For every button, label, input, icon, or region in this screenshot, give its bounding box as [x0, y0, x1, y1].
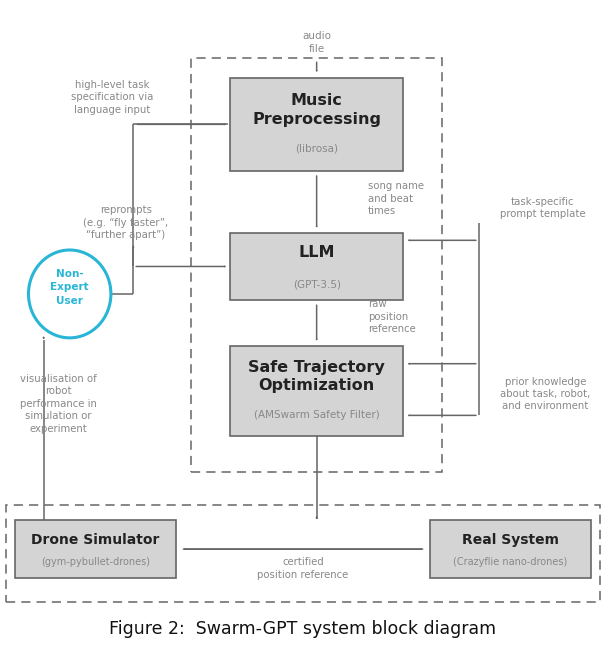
Bar — [430, 520, 591, 578]
Text: song name
and beat
times: song name and beat times — [368, 182, 424, 216]
Bar — [6, 505, 600, 602]
Bar — [230, 78, 403, 171]
Text: Safe Trajectory
Optimization: Safe Trajectory Optimization — [248, 360, 385, 393]
Text: Music
Preprocessing: Music Preprocessing — [252, 93, 381, 127]
Text: (Crazyflie nano-drones): (Crazyflie nano-drones) — [453, 557, 568, 567]
Bar — [15, 520, 176, 578]
Text: Real System: Real System — [462, 533, 559, 547]
Text: audio
file: audio file — [302, 32, 331, 54]
Text: task-specific
prompt template: task-specific prompt template — [499, 197, 585, 219]
Text: (gym-pybullet-drones): (gym-pybullet-drones) — [41, 557, 150, 567]
Text: Non-
Expert
User: Non- Expert User — [50, 269, 89, 306]
Text: Figure 2:  Swarm-GPT system block diagram: Figure 2: Swarm-GPT system block diagram — [110, 620, 496, 638]
Bar — [191, 58, 442, 472]
Bar — [230, 346, 403, 436]
Text: LLM: LLM — [298, 245, 335, 260]
Text: prior knowledge
about task, robot,
and environment: prior knowledge about task, robot, and e… — [501, 377, 590, 412]
Text: reprompts
(e.g. “fly faster”,
“further apart”): reprompts (e.g. “fly faster”, “further a… — [84, 205, 168, 240]
Circle shape — [28, 250, 111, 338]
Bar — [230, 233, 403, 300]
Text: visualisation of
robot
performance in
simulation or
experiment: visualisation of robot performance in si… — [20, 374, 96, 433]
Text: high-level task
specification via
language input: high-level task specification via langua… — [71, 80, 153, 114]
Text: (AMSwarm Safety Filter): (AMSwarm Safety Filter) — [254, 410, 379, 421]
Text: (GPT-3.5): (GPT-3.5) — [293, 280, 341, 289]
Text: (librosa): (librosa) — [295, 144, 338, 154]
Text: raw
position
reference: raw position reference — [368, 299, 416, 334]
Text: Drone Simulator: Drone Simulator — [32, 533, 159, 547]
Text: certified
position reference: certified position reference — [258, 557, 348, 579]
